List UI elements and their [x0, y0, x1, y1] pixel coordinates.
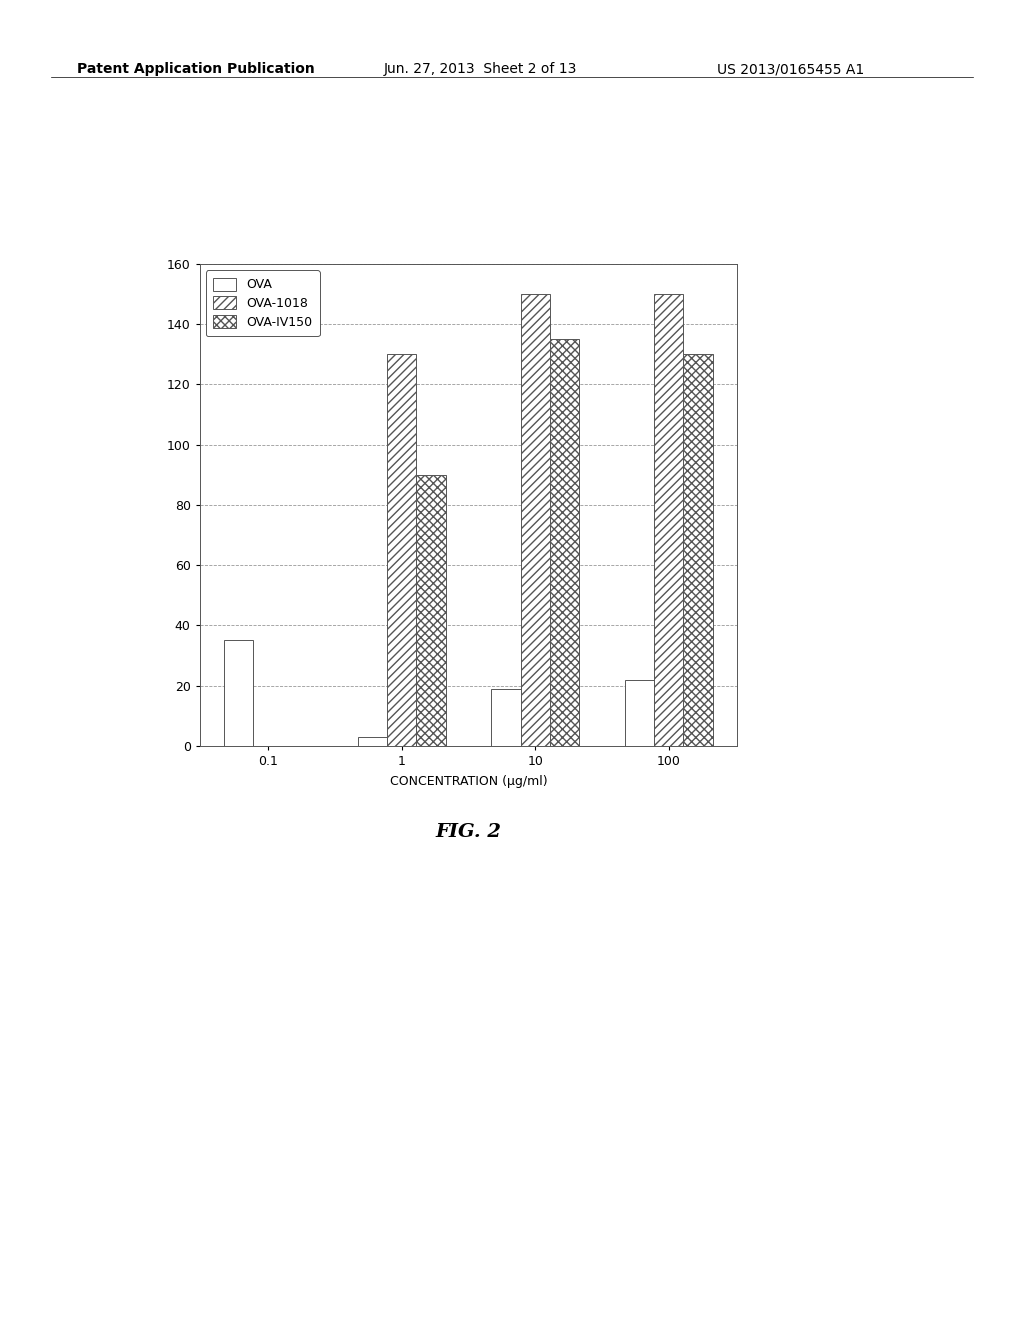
Text: US 2013/0165455 A1: US 2013/0165455 A1	[717, 62, 864, 77]
Bar	[654, 294, 683, 746]
Bar	[492, 689, 520, 746]
Bar	[520, 294, 550, 746]
Bar	[387, 354, 417, 746]
Bar	[550, 339, 580, 746]
Text: FIG. 2: FIG. 2	[435, 822, 502, 841]
Text: Patent Application Publication: Patent Application Publication	[77, 62, 314, 77]
Text: Jun. 27, 2013  Sheet 2 of 13: Jun. 27, 2013 Sheet 2 of 13	[384, 62, 578, 77]
X-axis label: CONCENTRATION (μg/ml): CONCENTRATION (μg/ml)	[390, 775, 547, 788]
Bar	[357, 737, 387, 746]
Bar	[625, 680, 654, 746]
Legend: OVA, OVA-1018, OVA-IV150: OVA, OVA-1018, OVA-IV150	[206, 271, 319, 337]
Bar	[683, 354, 713, 746]
Bar	[224, 640, 254, 746]
Bar	[417, 475, 445, 746]
